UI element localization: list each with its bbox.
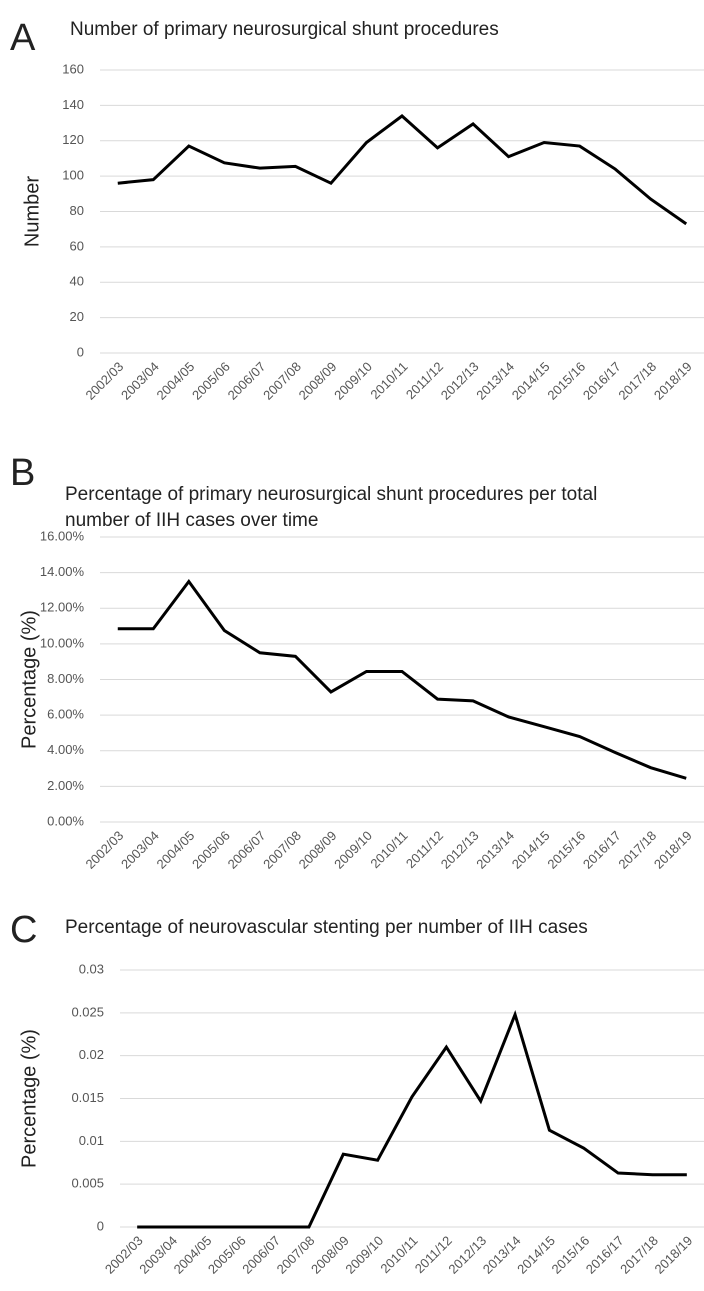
y-tick-label: 0.025 bbox=[71, 1004, 104, 1019]
y-tick-label: 2.00% bbox=[47, 778, 84, 793]
x-tick-label: 2004/05 bbox=[154, 359, 198, 403]
y-tick-label: 0 bbox=[97, 1218, 104, 1233]
x-tick-label: 2010/11 bbox=[367, 828, 410, 871]
data-line bbox=[117, 579, 687, 780]
x-tick-label: 2008/09 bbox=[296, 828, 340, 872]
x-tick-label: 2017/18 bbox=[615, 828, 659, 872]
panel-letter: B bbox=[10, 452, 35, 494]
x-tick-label: 2016/17 bbox=[580, 828, 624, 872]
x-tick-label: 2007/08 bbox=[260, 828, 304, 872]
x-tick-label: 2009/10 bbox=[342, 1233, 386, 1277]
x-tick-label: 2014/15 bbox=[509, 828, 553, 872]
x-tick-label: 2016/17 bbox=[580, 359, 624, 403]
y-tick-label: 4.00% bbox=[47, 742, 84, 757]
x-tick-label: 2005/06 bbox=[189, 359, 233, 403]
y-tick-label: 0.015 bbox=[71, 1090, 104, 1105]
y-axis-label: Percentage (%) bbox=[18, 1029, 40, 1168]
x-tick-label: 2010/11 bbox=[377, 1233, 420, 1276]
y-tick-label: 6.00% bbox=[47, 707, 84, 722]
x-tick-label: 2004/05 bbox=[154, 828, 198, 872]
x-tick-label: 2011/12 bbox=[403, 828, 446, 871]
x-tick-label: 2003/04 bbox=[118, 828, 162, 872]
x-tick-label: 2013/14 bbox=[473, 359, 517, 403]
y-tick-label: 0.02 bbox=[79, 1047, 104, 1062]
x-tick-label: 2018/19 bbox=[652, 1233, 696, 1277]
y-tick-label: 10.00% bbox=[40, 635, 85, 650]
y-tick-label: 40 bbox=[70, 274, 84, 289]
y-tick-label: 16.00% bbox=[40, 528, 85, 543]
x-tick-label: 2018/19 bbox=[651, 828, 695, 872]
chart-title: Number of primary neurosurgical shunt pr… bbox=[70, 19, 499, 40]
y-tick-label: 80 bbox=[70, 203, 84, 218]
x-tick-label: 2002/03 bbox=[82, 359, 126, 403]
x-tick-label: 2011/12 bbox=[403, 359, 446, 402]
x-tick-label: 2017/18 bbox=[615, 359, 659, 403]
x-tick-label: 2018/19 bbox=[651, 359, 695, 403]
y-tick-label: 0 bbox=[77, 344, 84, 359]
data-line bbox=[137, 1009, 687, 1229]
y-tick-label: 0.03 bbox=[79, 961, 104, 976]
y-axis-label: Percentage (%) bbox=[18, 610, 40, 749]
x-tick-label: 2009/10 bbox=[331, 359, 375, 403]
y-tick-label: 20 bbox=[70, 309, 84, 324]
x-tick-label: 2012/13 bbox=[438, 359, 482, 403]
x-tick-label: 2015/16 bbox=[544, 828, 588, 872]
x-tick-label: 2003/04 bbox=[118, 359, 162, 403]
x-tick-label: 2009/10 bbox=[331, 828, 375, 872]
y-tick-label: 0.00% bbox=[47, 813, 84, 828]
y-axis-label: Number bbox=[21, 176, 43, 247]
x-tick-label: 2006/07 bbox=[225, 359, 269, 403]
x-tick-label: 2008/09 bbox=[296, 359, 340, 403]
x-tick-label: 2005/06 bbox=[189, 828, 233, 872]
y-tick-label: 14.00% bbox=[40, 564, 85, 579]
y-tick-label: 12.00% bbox=[40, 600, 85, 615]
x-tick-label: 2014/15 bbox=[509, 359, 553, 403]
y-tick-label: 0.005 bbox=[71, 1176, 104, 1191]
panel-letter: C bbox=[10, 909, 37, 951]
x-tick-label: 2010/11 bbox=[367, 359, 410, 402]
panel-letter: A bbox=[10, 17, 36, 59]
x-tick-label: 2002/03 bbox=[82, 828, 126, 872]
y-tick-label: 8.00% bbox=[47, 671, 84, 686]
y-tick-label: 160 bbox=[62, 61, 84, 76]
x-tick-label: 2006/07 bbox=[225, 828, 269, 872]
chart-title: Percentage of primary neurosurgical shun… bbox=[65, 484, 597, 505]
x-tick-label: 2007/08 bbox=[260, 359, 304, 403]
y-tick-label: 60 bbox=[70, 238, 84, 253]
chart-title: number of IIH cases over time bbox=[65, 510, 318, 531]
y-tick-label: 140 bbox=[62, 97, 84, 112]
x-tick-label: 2012/13 bbox=[438, 828, 482, 872]
y-tick-label: 0.01 bbox=[79, 1133, 104, 1148]
x-tick-label: 2015/16 bbox=[544, 359, 588, 403]
y-tick-label: 120 bbox=[62, 132, 84, 147]
data-line bbox=[117, 114, 688, 226]
y-tick-label: 100 bbox=[62, 168, 84, 183]
x-tick-label: 2013/14 bbox=[473, 828, 517, 872]
chart-title: Percentage of neurovascular stenting per… bbox=[65, 917, 588, 938]
